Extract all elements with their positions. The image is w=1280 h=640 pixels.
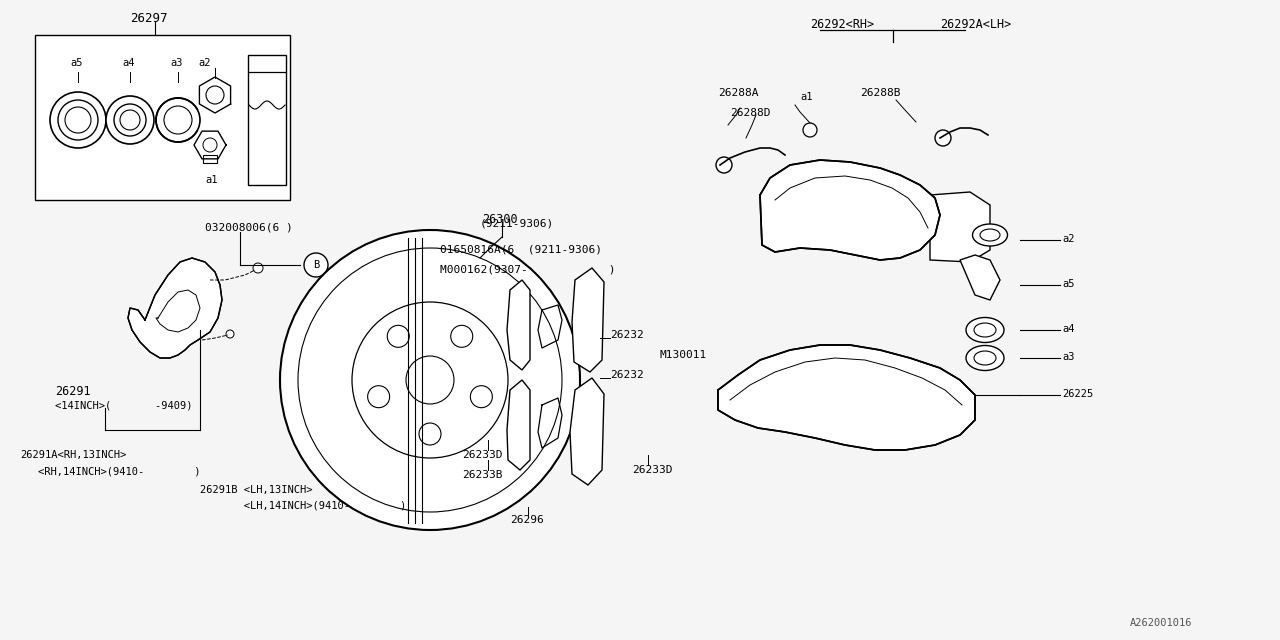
Circle shape bbox=[50, 92, 106, 148]
Text: a4: a4 bbox=[122, 58, 134, 68]
Ellipse shape bbox=[974, 351, 996, 365]
Circle shape bbox=[227, 330, 234, 338]
Circle shape bbox=[65, 107, 91, 133]
Text: M000162(9307-            ): M000162(9307- ) bbox=[440, 265, 616, 275]
Circle shape bbox=[451, 325, 472, 348]
Text: 032008006(6 ): 032008006(6 ) bbox=[205, 222, 293, 232]
Text: 26233D: 26233D bbox=[632, 465, 672, 475]
Circle shape bbox=[253, 263, 262, 273]
Circle shape bbox=[934, 130, 951, 146]
Circle shape bbox=[406, 356, 454, 404]
Polygon shape bbox=[507, 380, 530, 470]
Text: 26296: 26296 bbox=[509, 515, 544, 525]
Bar bbox=[248, 55, 285, 185]
Text: 26232: 26232 bbox=[611, 370, 644, 380]
Text: a5: a5 bbox=[1062, 279, 1074, 289]
Text: 26292<RH>: 26292<RH> bbox=[810, 18, 874, 31]
Circle shape bbox=[305, 253, 328, 277]
Circle shape bbox=[204, 138, 218, 152]
Text: <14INCH>(       -9409): <14INCH>( -9409) bbox=[55, 400, 192, 410]
Text: 01650816A(6  (9211-9306): 01650816A(6 (9211-9306) bbox=[440, 245, 602, 255]
Text: (9211-9306): (9211-9306) bbox=[480, 218, 554, 228]
Text: <RH,14INCH>(9410-        ): <RH,14INCH>(9410- ) bbox=[38, 466, 201, 476]
Text: A262001016: A262001016 bbox=[1130, 618, 1193, 628]
Circle shape bbox=[367, 386, 389, 408]
Text: 26232: 26232 bbox=[611, 330, 644, 340]
Circle shape bbox=[164, 106, 192, 134]
Circle shape bbox=[298, 248, 562, 512]
Text: a3: a3 bbox=[1062, 352, 1074, 362]
Polygon shape bbox=[931, 192, 989, 262]
Polygon shape bbox=[128, 258, 221, 358]
Text: a2: a2 bbox=[1062, 234, 1074, 244]
Circle shape bbox=[156, 98, 200, 142]
Text: a4: a4 bbox=[1062, 324, 1074, 334]
Polygon shape bbox=[718, 345, 975, 450]
Text: 26225: 26225 bbox=[1062, 389, 1093, 399]
Text: B: B bbox=[312, 260, 319, 270]
Text: 26233B: 26233B bbox=[462, 470, 503, 480]
Text: 26291B <LH,13INCH>: 26291B <LH,13INCH> bbox=[200, 485, 312, 495]
Text: 26291: 26291 bbox=[55, 385, 91, 398]
Circle shape bbox=[419, 423, 442, 445]
Text: a3: a3 bbox=[170, 58, 183, 68]
Ellipse shape bbox=[973, 224, 1007, 246]
Circle shape bbox=[58, 100, 99, 140]
Circle shape bbox=[114, 104, 146, 136]
Circle shape bbox=[206, 86, 224, 104]
Text: 26297: 26297 bbox=[131, 12, 168, 25]
Circle shape bbox=[716, 157, 732, 173]
Text: 26233D: 26233D bbox=[462, 450, 503, 460]
Text: a2: a2 bbox=[198, 58, 210, 68]
Circle shape bbox=[106, 96, 154, 144]
Polygon shape bbox=[570, 378, 604, 485]
Bar bbox=[35, 35, 291, 200]
Text: 26300: 26300 bbox=[483, 213, 517, 226]
Text: a1: a1 bbox=[205, 175, 218, 185]
Text: 26288A: 26288A bbox=[718, 88, 759, 98]
Circle shape bbox=[470, 386, 493, 408]
Circle shape bbox=[120, 110, 140, 130]
Polygon shape bbox=[572, 268, 604, 372]
Circle shape bbox=[803, 123, 817, 137]
Ellipse shape bbox=[966, 317, 1004, 342]
Text: <LH,14INCH>(9410-        ): <LH,14INCH>(9410- ) bbox=[175, 500, 406, 510]
Text: a1: a1 bbox=[800, 92, 813, 102]
Polygon shape bbox=[960, 255, 1000, 300]
Text: 26291A<RH,13INCH>: 26291A<RH,13INCH> bbox=[20, 450, 127, 460]
Circle shape bbox=[280, 230, 580, 530]
Text: 26292A<LH>: 26292A<LH> bbox=[940, 18, 1011, 31]
Polygon shape bbox=[760, 160, 940, 260]
Ellipse shape bbox=[980, 229, 1000, 241]
Text: M130011: M130011 bbox=[660, 350, 708, 360]
Polygon shape bbox=[507, 280, 530, 370]
Text: 26288B: 26288B bbox=[860, 88, 901, 98]
Circle shape bbox=[388, 325, 410, 348]
Text: a5: a5 bbox=[70, 58, 82, 68]
Circle shape bbox=[352, 302, 508, 458]
Bar bbox=[204, 155, 218, 163]
Text: 26288D: 26288D bbox=[730, 108, 771, 118]
Ellipse shape bbox=[974, 323, 996, 337]
Ellipse shape bbox=[966, 346, 1004, 371]
